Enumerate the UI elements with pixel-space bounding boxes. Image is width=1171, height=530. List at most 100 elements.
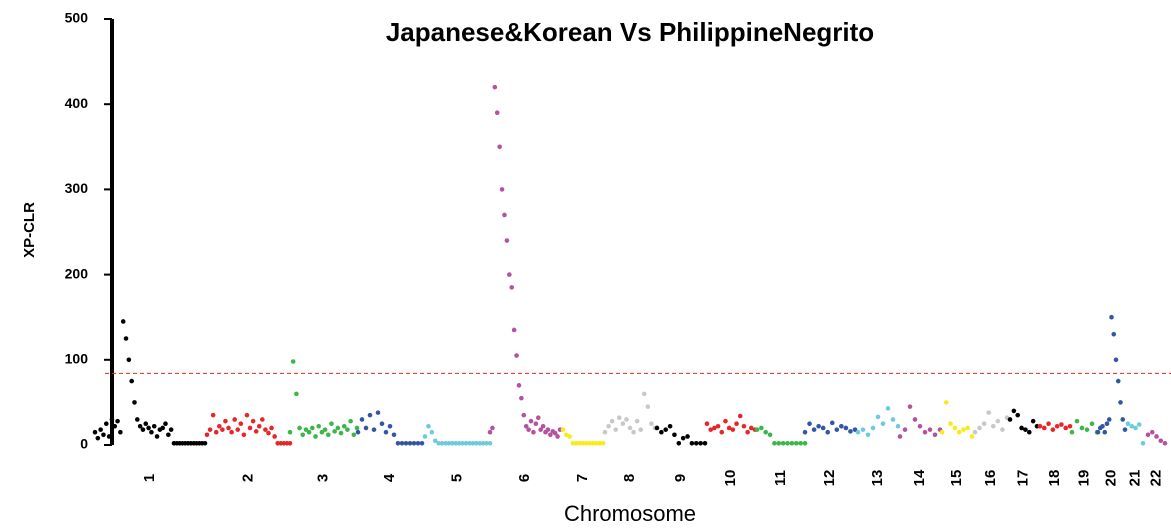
data-point [834, 427, 840, 432]
data-point [223, 418, 228, 424]
data-point [395, 440, 401, 446]
data-point [1074, 418, 1080, 424]
data-point [118, 429, 123, 435]
data-point [446, 440, 452, 446]
data-point [335, 425, 341, 431]
data-point [348, 418, 353, 424]
x-axis-label: Chromosome [564, 501, 696, 526]
data-point [329, 421, 334, 427]
data-point [1104, 421, 1110, 427]
data-point [509, 285, 515, 290]
x-tick-label: 15 [948, 470, 965, 487]
data-point [375, 410, 381, 415]
data-point [922, 429, 928, 435]
data-point [763, 429, 769, 435]
y-tick-label: 0 [80, 436, 88, 452]
data-point [956, 429, 962, 435]
data-point [712, 425, 717, 431]
x-tick-label: 2 [239, 474, 256, 482]
data-point [109, 417, 115, 422]
data-point [552, 430, 558, 436]
data-point [1129, 423, 1135, 429]
data-point [952, 425, 958, 431]
data-point [253, 429, 259, 434]
data-point [848, 429, 853, 434]
data-point [737, 413, 743, 419]
data-point [676, 440, 682, 446]
data-point [555, 434, 560, 439]
data-point [793, 440, 799, 446]
data-point [103, 421, 109, 427]
data-point [207, 427, 213, 432]
data-point [540, 423, 546, 429]
data-point [902, 427, 908, 432]
y-tick-label: 300 [65, 180, 89, 196]
data-point [638, 427, 644, 432]
data-point [620, 421, 626, 427]
data-point [272, 434, 277, 439]
data-point [247, 425, 253, 431]
data-point [1019, 425, 1024, 431]
data-point [1007, 417, 1013, 422]
data-point [1030, 418, 1036, 424]
data-point [345, 427, 350, 432]
data-point [897, 434, 903, 439]
x-tick-label: 6 [516, 474, 533, 482]
data-point [287, 429, 293, 435]
data-point [474, 440, 479, 446]
data-point [704, 421, 710, 427]
x-tick-label: 18 [1046, 470, 1063, 487]
data-point [1133, 425, 1138, 431]
data-point [241, 432, 247, 438]
data-point [391, 432, 397, 438]
data-point [149, 429, 154, 435]
data-point [160, 425, 165, 431]
data-point [367, 412, 373, 418]
data-point [379, 421, 385, 427]
x-tick-label: 10 [722, 470, 739, 487]
data-point [839, 423, 844, 429]
data-point [995, 418, 1001, 424]
data-point [772, 440, 777, 446]
data-point [235, 427, 241, 432]
data-point [313, 434, 318, 439]
data-point [202, 440, 208, 446]
data-point [577, 440, 582, 446]
data-point [1079, 425, 1085, 431]
data-point [590, 440, 596, 446]
data-point [939, 429, 945, 435]
data-point [477, 440, 483, 446]
data-point [1069, 429, 1075, 435]
data-point [880, 421, 886, 427]
data-point [580, 440, 586, 446]
data-point [602, 429, 608, 435]
data-point [411, 440, 417, 446]
data-point [332, 429, 337, 434]
data-point [852, 427, 858, 432]
data-point [95, 435, 101, 441]
data-point [1154, 434, 1159, 439]
data-point [597, 440, 602, 446]
data-point [533, 421, 539, 427]
data-point [387, 423, 393, 429]
x-tick-label: 13 [869, 470, 886, 487]
data-point [776, 440, 782, 446]
data-point [754, 427, 760, 432]
data-point [306, 429, 312, 435]
data-point [216, 423, 222, 429]
data-point [407, 440, 413, 446]
data-point [480, 440, 486, 446]
data-point [256, 423, 262, 429]
data-point [600, 440, 606, 446]
data-point [1050, 427, 1056, 432]
data-point [1111, 331, 1117, 337]
data-point [470, 440, 476, 446]
data-point [1102, 429, 1108, 435]
data-point [1084, 427, 1090, 432]
data-point [843, 425, 849, 431]
data-point [341, 423, 347, 429]
data-point [363, 425, 369, 431]
data-point [220, 427, 225, 432]
x-tick-label: 1 [141, 474, 158, 482]
data-point [870, 425, 876, 431]
